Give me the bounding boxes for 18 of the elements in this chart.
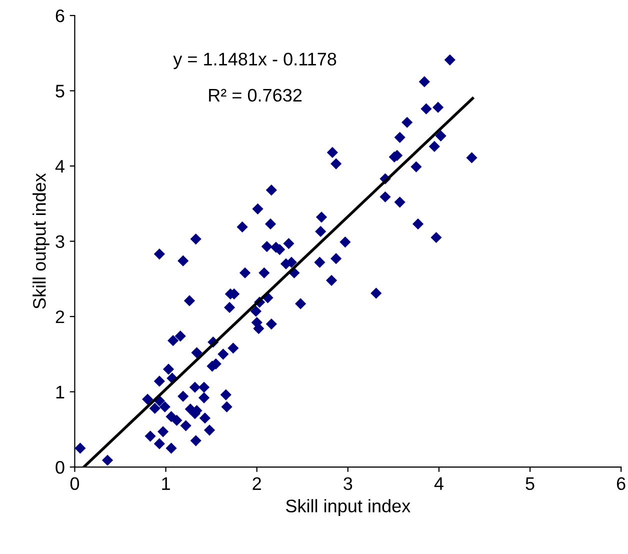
annotation: y = 1.1481x - 0.1178 xyxy=(173,52,336,70)
x-tick-label: 5 xyxy=(526,477,534,490)
x-axis-title: Skill input index xyxy=(286,499,410,516)
y-tick-label: 3 xyxy=(56,235,64,248)
y-tick-label: 4 xyxy=(55,160,64,173)
y-axis-title: Skill output index xyxy=(32,173,50,309)
y-tick-label: 5 xyxy=(56,84,64,98)
y-tick-label: 1 xyxy=(56,386,64,398)
y-tick-label: 6 xyxy=(56,9,64,22)
y-tick-label: 2 xyxy=(56,310,64,324)
x-tick-label: 2 xyxy=(252,477,261,490)
x-tick-label: 0 xyxy=(70,477,80,490)
x-tick-label: 4 xyxy=(434,477,444,490)
annotation: R² = 0.7632 xyxy=(209,88,302,102)
y-tick-label: 0 xyxy=(56,460,64,474)
x-tick-label: 6 xyxy=(616,477,626,490)
x-tick-label: 1 xyxy=(162,477,170,490)
x-tick-label: 3 xyxy=(344,477,352,490)
